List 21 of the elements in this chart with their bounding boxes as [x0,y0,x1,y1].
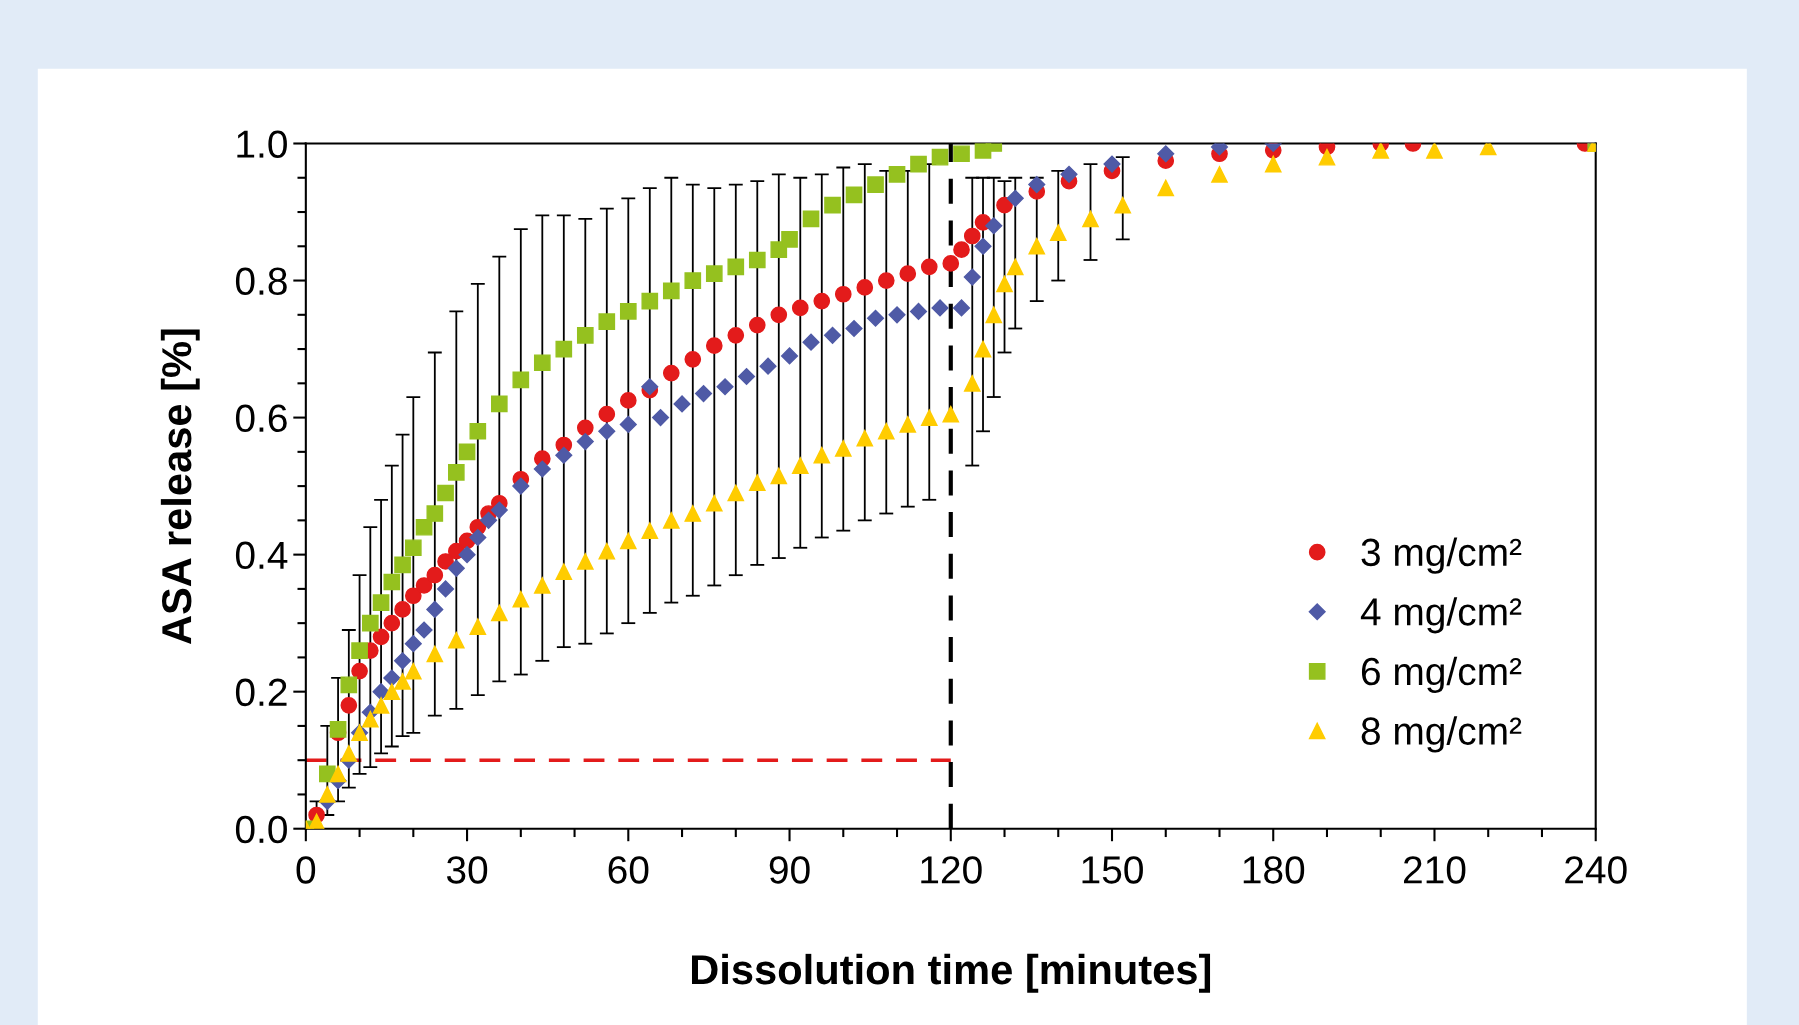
x-tick-label: 90 [769,856,810,884]
x-tick-label: 30 [446,856,488,884]
y-axis-title: ASA release [%] [160,329,200,645]
legend-label: 8 mg/cm² [1361,716,1522,753]
y-tick-label: 1.0 [237,130,287,158]
x-tick-label: 150 [1082,856,1143,884]
y-tick-label: 0.6 [235,404,287,433]
x-tick-label: 240 [1565,856,1627,884]
y-tick-label: 0.2 [235,678,287,707]
y-tick-label: 0.8 [235,267,287,296]
y-tick-label: 0.0 [235,815,287,844]
y-tick-label: 0.4 [235,541,288,570]
x-tick-label: 60 [608,856,649,884]
x-tick-label: 0 [296,856,316,884]
x-tick-label: 210 [1404,856,1466,884]
x-axis-title: Dissolution time [minutes] [691,953,1211,993]
x-tick-label: 180 [1243,856,1305,884]
legend-label: 3 mg/cm² [1361,537,1522,574]
x-tick-label: 120 [921,856,982,884]
legend-label: 6 mg/cm² [1361,656,1522,694]
legend-label: 4 mg/cm² [1360,597,1522,634]
